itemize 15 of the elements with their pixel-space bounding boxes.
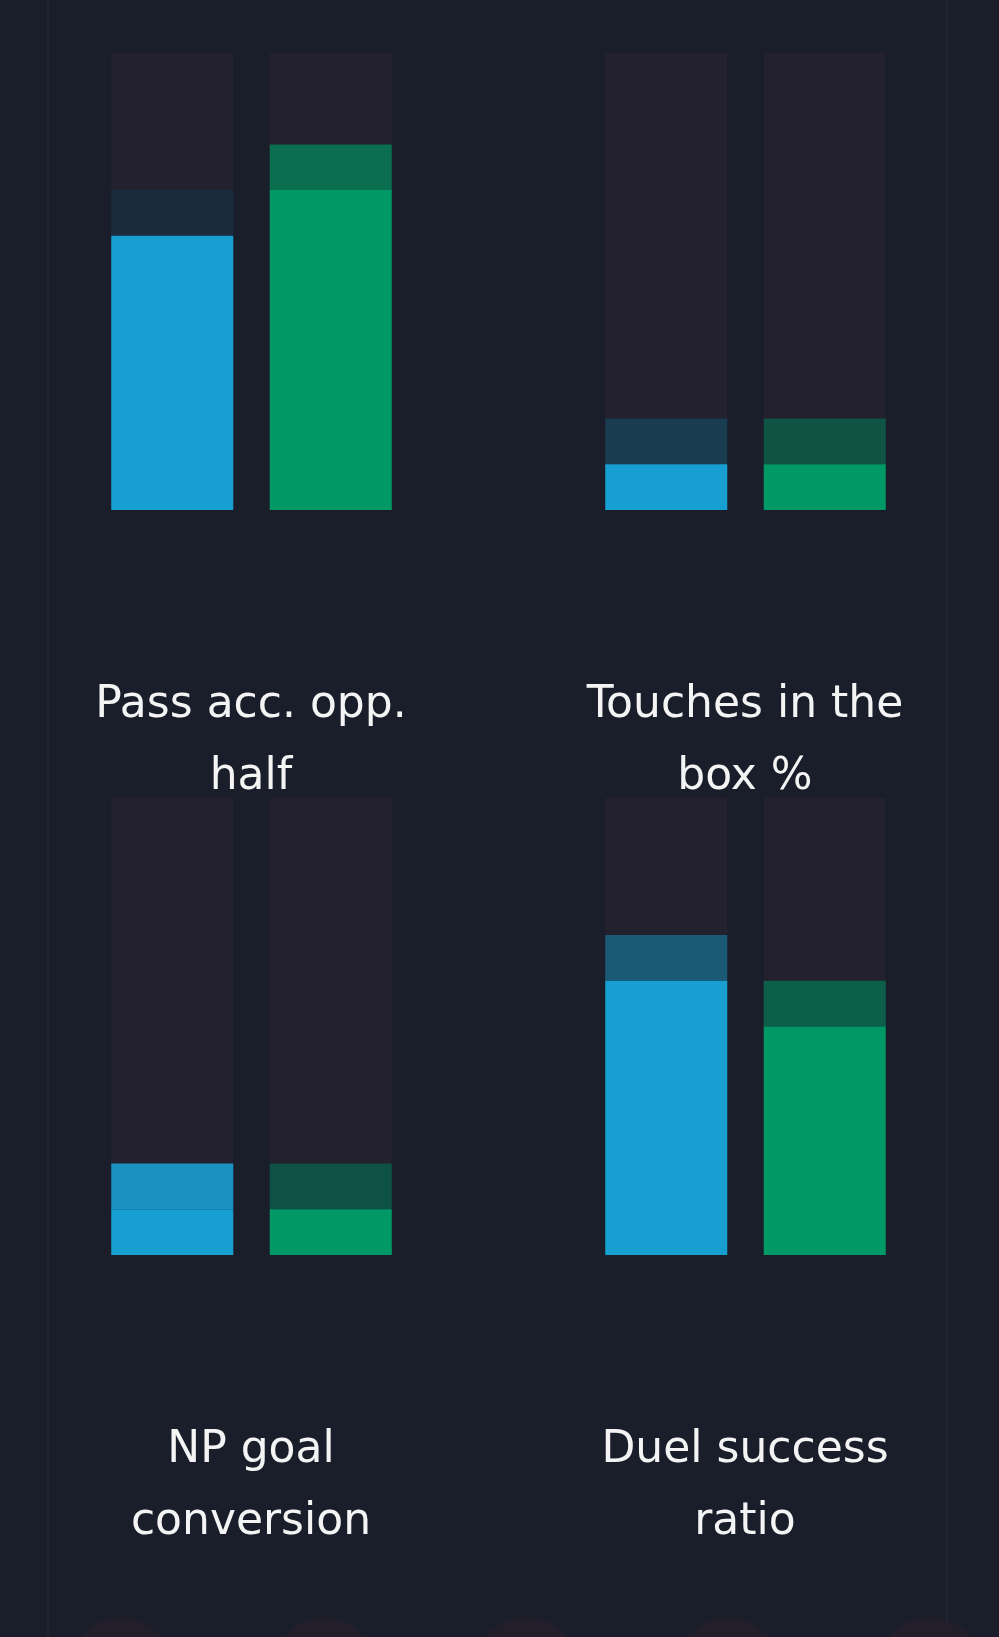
text: Duel success ratio [600, 1420, 890, 1546]
text: Pass acc. opp. half [94, 675, 408, 801]
bar [269, 190, 392, 510]
text: Touches in the box % [585, 675, 905, 801]
bar [763, 798, 886, 981]
bar [605, 980, 728, 1255]
bar [763, 1026, 886, 1255]
bar [763, 980, 886, 1027]
bar [605, 798, 728, 936]
bar [269, 53, 392, 145]
text: NP goal conversion [129, 1420, 373, 1546]
bar [605, 935, 728, 981]
bar [269, 144, 392, 191]
bar [111, 190, 234, 236]
bar [111, 235, 234, 510]
